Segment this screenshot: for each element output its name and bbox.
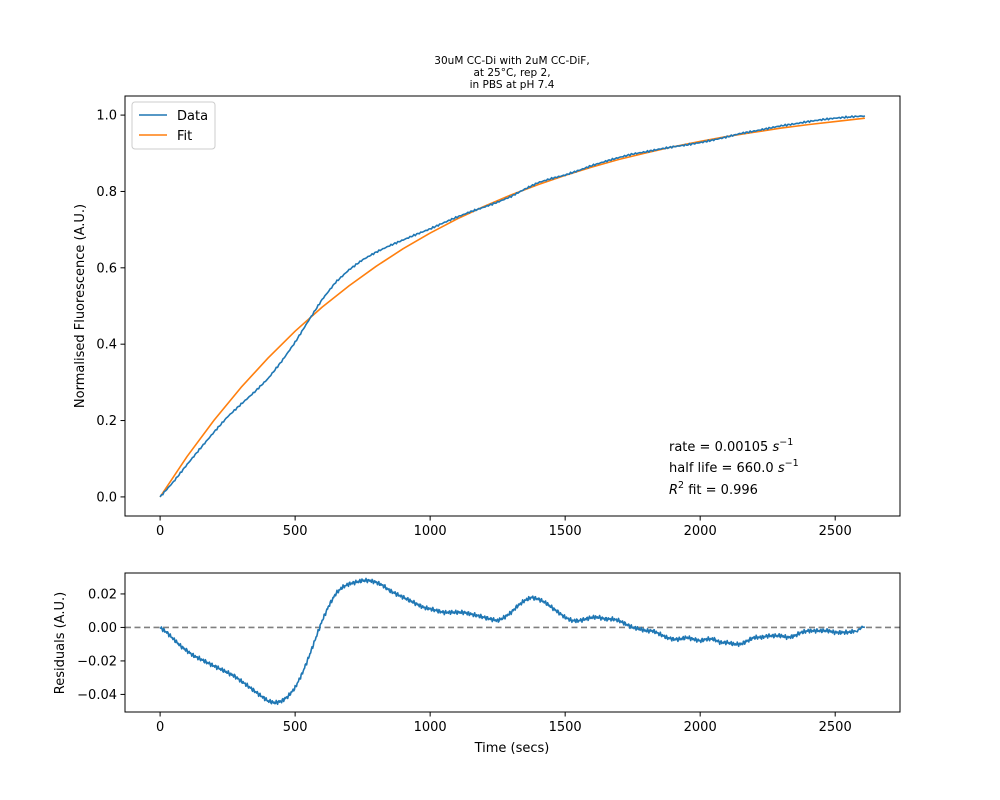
- r2-annotation: R2 fit = 0.996: [669, 480, 758, 498]
- residuals-x-tick-label: 2000: [684, 720, 717, 735]
- main-x-tick-label: 1500: [549, 524, 582, 539]
- residuals-y-tick-label: −0.04: [77, 688, 117, 703]
- main-panel: 0 500 1000 1500 2000 2500 0.0 0.2 0.4 0.6 0.8 1.0 N…: [73, 95, 901, 539]
- residuals-axis-ticks: 0 500 1000 1500 2000 2500 −0.04 −0.02 0.00 0.02: [77, 587, 852, 735]
- residuals-x-tick-label: 0: [156, 720, 164, 735]
- residuals-y-axis-label: Residuals (A.U.): [53, 592, 68, 694]
- rate-annotation: rate = 0.00105 s−1: [669, 437, 793, 455]
- main-y-tick-label: 0.6: [96, 261, 117, 276]
- title-line-2: at 25°C, rep 2,: [473, 67, 550, 79]
- main-y-tick-label: 0.4: [96, 338, 117, 353]
- legend-box: [131, 101, 216, 150]
- main-x-tick-label: 1000: [414, 524, 447, 539]
- residuals-y-tick-label: −0.02: [77, 654, 117, 669]
- legend-label-fit: Fit: [177, 129, 192, 144]
- residuals-x-tick-label: 500: [283, 720, 308, 735]
- main-axis-ticks: 0 500 1000 1500 2000 2500 0.0 0.2 0.4 0.6 0.8 1.0: [96, 109, 851, 539]
- residuals-x-tick-label: 1000: [414, 720, 447, 735]
- fit-annotations: rate = 0.00105 s−1 half life = 660.0 s−1…: [669, 437, 799, 498]
- residuals-y-tick-label: 0.02: [88, 587, 117, 602]
- title-line-3: in PBS at pH 7.4: [470, 79, 555, 91]
- main-y-tick-label: 0.2: [96, 414, 117, 429]
- main-plot-area: [159, 115, 866, 498]
- main-y-tick-label: 0.0: [96, 490, 117, 505]
- main-y-tick-label: 0.8: [96, 185, 117, 200]
- main-x-tick-label: 500: [283, 524, 308, 539]
- figure-title: 30uM CC-Di with 2uM CC-DiF, at 25°C, rep…: [434, 55, 589, 91]
- residuals-panel: 0 500 1000 1500 2000 2500 −0.04 −0.02 0.00 0.02 R…: [53, 572, 901, 756]
- residuals-y-tick-label: 0.00: [88, 621, 117, 636]
- main-y-axis-label: Normalised Fluorescence (A.U.): [73, 204, 88, 408]
- title-line-1: 30uM CC-Di with 2uM CC-DiF,: [434, 55, 589, 67]
- legend: Data Fit: [131, 101, 216, 150]
- residuals-x-tick-label: 1500: [549, 720, 582, 735]
- x-axis-label: Time (secs): [474, 741, 550, 756]
- main-axes-frame: [124, 95, 901, 517]
- main-x-tick-label: 2000: [684, 524, 717, 539]
- residuals-axes-frame: [124, 572, 901, 713]
- residuals-series-line: [159, 577, 866, 706]
- half-life-annotation: half life = 660.0 s−1: [669, 458, 799, 476]
- main-x-tick-label: 2500: [819, 524, 852, 539]
- data-series-line: [159, 115, 866, 498]
- residuals-plot-area: [159, 577, 866, 706]
- legend-label-data: Data: [177, 109, 208, 124]
- residuals-x-tick-label: 2500: [819, 720, 852, 735]
- main-y-tick-label: 1.0: [96, 109, 117, 124]
- main-x-tick-label: 0: [156, 524, 164, 539]
